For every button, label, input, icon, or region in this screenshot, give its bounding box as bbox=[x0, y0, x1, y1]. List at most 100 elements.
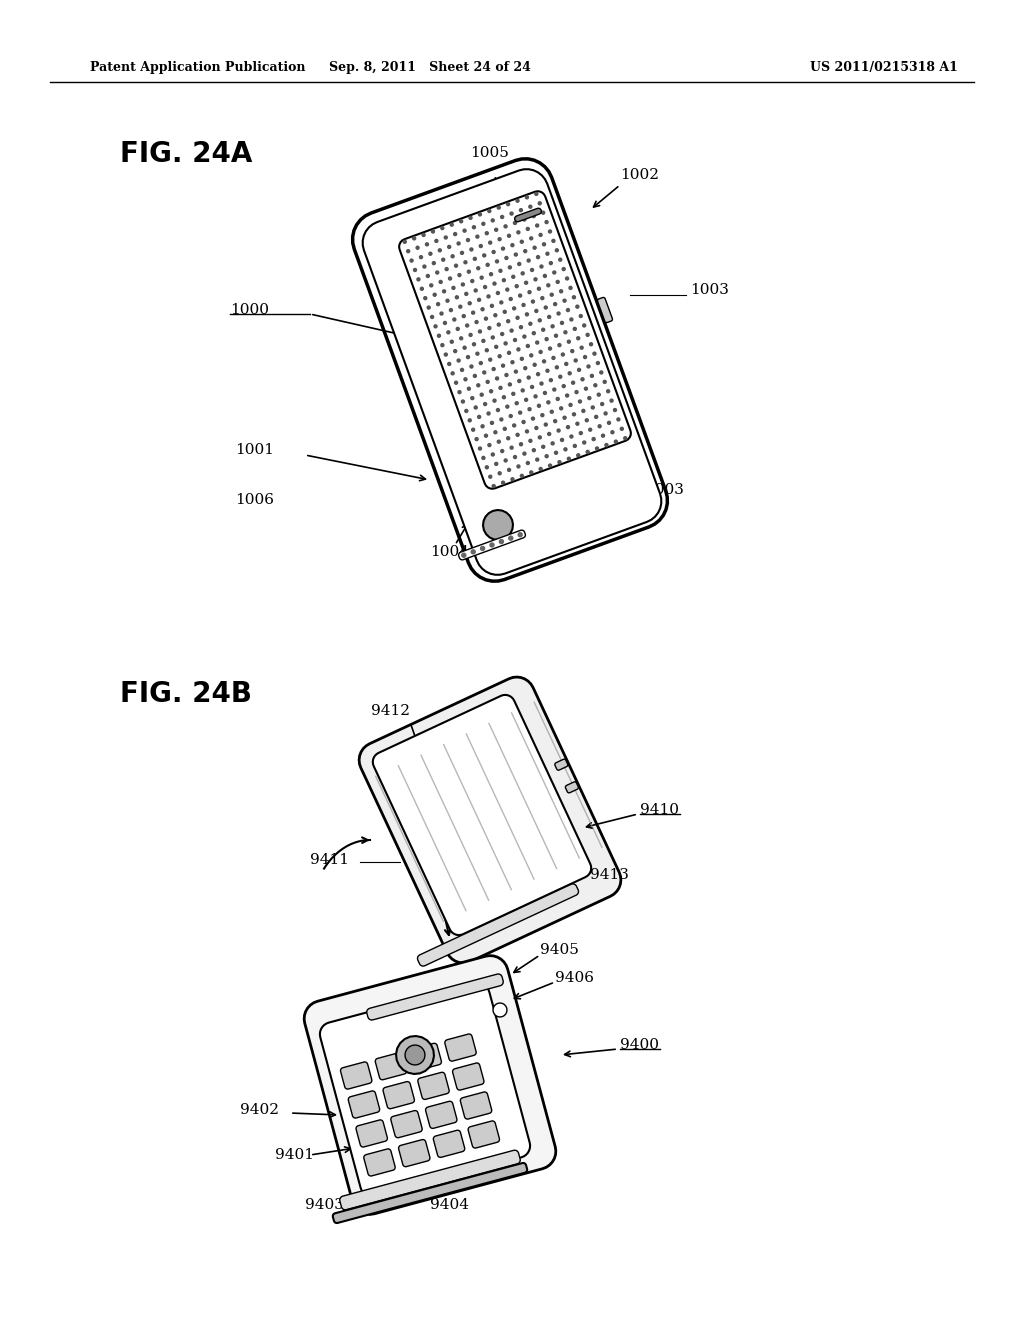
Circle shape bbox=[565, 160, 568, 162]
Circle shape bbox=[481, 308, 484, 310]
Circle shape bbox=[565, 393, 568, 397]
Circle shape bbox=[397, 370, 400, 374]
Circle shape bbox=[618, 364, 622, 367]
Circle shape bbox=[427, 424, 430, 426]
Circle shape bbox=[494, 197, 497, 199]
Circle shape bbox=[490, 543, 494, 546]
Circle shape bbox=[532, 449, 536, 451]
Circle shape bbox=[453, 201, 456, 205]
Circle shape bbox=[622, 342, 625, 345]
Text: 9411: 9411 bbox=[310, 853, 349, 867]
Circle shape bbox=[574, 359, 578, 362]
Circle shape bbox=[623, 405, 626, 408]
Circle shape bbox=[596, 447, 599, 450]
Text: 9410: 9410 bbox=[640, 803, 679, 817]
Circle shape bbox=[395, 308, 398, 310]
Circle shape bbox=[595, 298, 598, 301]
Circle shape bbox=[515, 401, 518, 405]
Circle shape bbox=[413, 236, 416, 240]
Circle shape bbox=[499, 387, 502, 389]
Circle shape bbox=[410, 227, 413, 231]
Circle shape bbox=[621, 310, 624, 313]
Circle shape bbox=[582, 292, 585, 296]
Circle shape bbox=[430, 284, 433, 286]
Circle shape bbox=[374, 305, 377, 308]
Circle shape bbox=[590, 343, 593, 346]
Circle shape bbox=[349, 239, 352, 242]
Circle shape bbox=[472, 312, 475, 314]
Circle shape bbox=[390, 235, 393, 238]
Circle shape bbox=[544, 306, 547, 309]
Polygon shape bbox=[453, 1063, 484, 1090]
Circle shape bbox=[446, 214, 450, 216]
Circle shape bbox=[500, 540, 504, 544]
Circle shape bbox=[640, 451, 643, 455]
Circle shape bbox=[541, 297, 544, 300]
Circle shape bbox=[569, 169, 572, 173]
Circle shape bbox=[587, 248, 590, 251]
Circle shape bbox=[568, 255, 571, 257]
Circle shape bbox=[556, 280, 559, 284]
Polygon shape bbox=[515, 209, 542, 222]
Polygon shape bbox=[459, 531, 525, 560]
Circle shape bbox=[450, 309, 453, 312]
Circle shape bbox=[554, 218, 557, 220]
Circle shape bbox=[494, 314, 497, 317]
Polygon shape bbox=[348, 1090, 380, 1118]
Circle shape bbox=[549, 465, 552, 467]
Circle shape bbox=[440, 429, 443, 432]
Circle shape bbox=[460, 337, 463, 339]
Circle shape bbox=[392, 297, 395, 301]
Circle shape bbox=[426, 275, 429, 277]
Circle shape bbox=[379, 260, 382, 263]
Circle shape bbox=[511, 360, 514, 364]
Circle shape bbox=[594, 267, 597, 269]
Circle shape bbox=[408, 399, 411, 401]
Circle shape bbox=[529, 354, 532, 356]
Circle shape bbox=[547, 401, 550, 404]
Circle shape bbox=[627, 329, 630, 333]
Circle shape bbox=[520, 358, 523, 360]
Circle shape bbox=[463, 463, 466, 466]
Circle shape bbox=[528, 205, 531, 209]
Circle shape bbox=[581, 463, 584, 466]
Circle shape bbox=[611, 314, 614, 317]
Circle shape bbox=[560, 438, 563, 441]
Circle shape bbox=[424, 297, 427, 300]
Circle shape bbox=[387, 224, 390, 228]
Circle shape bbox=[487, 412, 490, 414]
Circle shape bbox=[394, 244, 397, 247]
Circle shape bbox=[560, 407, 562, 409]
Circle shape bbox=[474, 407, 477, 409]
Circle shape bbox=[537, 372, 540, 376]
Circle shape bbox=[637, 442, 640, 446]
Circle shape bbox=[462, 517, 465, 520]
Circle shape bbox=[490, 421, 494, 424]
Circle shape bbox=[561, 352, 564, 356]
Circle shape bbox=[456, 296, 459, 298]
Circle shape bbox=[514, 370, 517, 374]
Circle shape bbox=[652, 426, 655, 429]
Circle shape bbox=[575, 273, 578, 277]
Circle shape bbox=[518, 294, 521, 297]
Circle shape bbox=[610, 282, 613, 285]
Circle shape bbox=[388, 256, 391, 260]
Circle shape bbox=[430, 198, 433, 202]
Circle shape bbox=[559, 173, 562, 176]
Circle shape bbox=[481, 190, 484, 194]
Circle shape bbox=[501, 333, 504, 335]
Circle shape bbox=[547, 166, 550, 170]
Circle shape bbox=[583, 441, 586, 444]
Circle shape bbox=[486, 263, 489, 267]
Circle shape bbox=[604, 412, 607, 414]
Circle shape bbox=[591, 407, 594, 409]
Circle shape bbox=[566, 309, 569, 312]
Circle shape bbox=[560, 290, 562, 293]
Polygon shape bbox=[399, 191, 631, 488]
Circle shape bbox=[493, 282, 496, 285]
Circle shape bbox=[364, 276, 367, 279]
Circle shape bbox=[506, 172, 509, 174]
Circle shape bbox=[586, 216, 589, 219]
Circle shape bbox=[415, 417, 418, 420]
Circle shape bbox=[506, 405, 509, 408]
